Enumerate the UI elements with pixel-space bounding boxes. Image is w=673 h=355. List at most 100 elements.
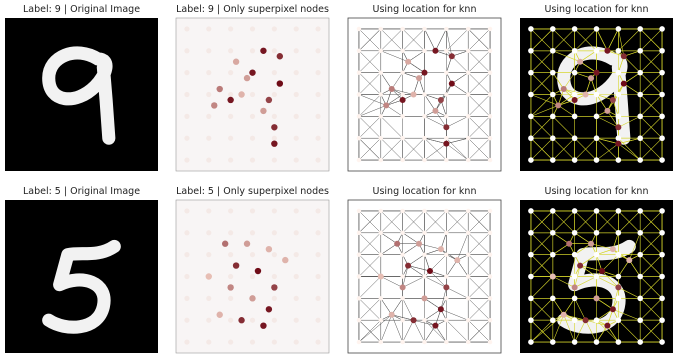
grid-node	[637, 252, 643, 258]
superpixel-node	[255, 268, 261, 274]
grid-node	[616, 230, 622, 236]
panel	[520, 18, 673, 171]
empty-node	[466, 274, 470, 278]
grid-node	[659, 252, 665, 258]
empty-node	[228, 274, 233, 279]
empty-node	[357, 318, 361, 322]
superpixel-node	[416, 75, 422, 81]
grid-node	[528, 274, 534, 280]
grid-node	[528, 296, 534, 302]
empty-node	[294, 208, 299, 213]
superpixel-node	[572, 97, 578, 103]
empty-node	[444, 114, 448, 118]
empty-node	[400, 209, 404, 213]
superpixel-node	[383, 102, 389, 108]
empty-node	[272, 92, 277, 97]
empty-node	[379, 114, 383, 118]
grid-node	[528, 339, 534, 345]
grid-node	[616, 296, 622, 302]
superpixel-node	[400, 97, 406, 103]
grid-node	[659, 274, 665, 280]
empty-node	[315, 208, 320, 213]
superpixel-node	[621, 81, 627, 87]
grid-node	[659, 296, 665, 302]
grid-node	[637, 157, 643, 163]
empty-node	[206, 48, 211, 53]
grid-node	[616, 317, 622, 323]
superpixel-node	[233, 262, 239, 268]
superpixel-node	[621, 53, 627, 59]
superpixel-node	[277, 80, 283, 86]
empty-node	[184, 26, 189, 31]
panel-title: Label: 9 | Original Image	[23, 4, 140, 15]
superpixel-node	[249, 295, 255, 301]
grid-node	[528, 26, 534, 32]
grid-node	[659, 135, 665, 141]
empty-node	[400, 70, 404, 74]
grid-node	[572, 230, 578, 236]
empty-node	[444, 209, 448, 213]
empty-node	[315, 92, 320, 97]
grid-node	[616, 339, 622, 345]
empty-node	[466, 49, 470, 53]
grid-node	[572, 157, 578, 163]
panel-title: Using location for knn	[545, 4, 649, 15]
grid-node	[572, 48, 578, 54]
empty-node	[184, 252, 189, 257]
empty-node	[206, 26, 211, 31]
grid-node	[528, 252, 534, 258]
grid-node	[528, 208, 534, 214]
superpixel-node	[266, 306, 272, 312]
superpixel-node	[588, 241, 594, 247]
empty-node	[206, 296, 211, 301]
superpixel-node	[217, 86, 223, 92]
empty-node	[488, 114, 492, 118]
empty-node	[444, 274, 448, 278]
superpixel-node	[566, 241, 572, 247]
panel-title: Using location for knn	[545, 186, 649, 197]
empty-node	[466, 209, 470, 213]
empty-node	[400, 92, 404, 96]
grid-node	[550, 296, 556, 302]
superpixel-node	[615, 124, 621, 130]
empty-node	[422, 158, 426, 162]
grid-node	[550, 135, 556, 141]
empty-node	[228, 208, 233, 213]
grid-node	[550, 208, 556, 214]
grid-node	[659, 70, 665, 76]
superpixel-node	[233, 59, 239, 65]
empty-node	[184, 274, 189, 279]
grid-node	[594, 208, 600, 214]
grid-node	[616, 92, 622, 98]
empty-node	[444, 27, 448, 31]
empty-node	[294, 48, 299, 53]
superpixel-node	[238, 91, 244, 97]
empty-node	[315, 252, 320, 257]
panel	[5, 200, 158, 353]
superpixel-node	[378, 274, 384, 280]
superpixel-node	[244, 241, 250, 247]
empty-node	[250, 252, 255, 257]
superpixel-node	[572, 284, 578, 290]
empty-node	[272, 339, 277, 344]
empty-node	[357, 70, 361, 74]
superpixel-node	[227, 284, 233, 290]
empty-node	[444, 296, 448, 300]
superpixel-node	[443, 141, 449, 147]
empty-node	[294, 114, 299, 119]
empty-node	[315, 157, 320, 162]
empty-node	[466, 340, 470, 344]
grid-node	[659, 317, 665, 323]
empty-node	[379, 318, 383, 322]
superpixel-node	[271, 284, 277, 290]
superpixel-node	[610, 97, 616, 103]
superpixel-node	[438, 246, 444, 252]
grid-node	[637, 296, 643, 302]
empty-node	[272, 26, 277, 31]
grid-node	[637, 230, 643, 236]
empty-node	[315, 136, 320, 141]
superpixel-node	[266, 97, 272, 103]
empty-node	[466, 70, 470, 74]
empty-node	[466, 27, 470, 31]
superpixel-node	[238, 317, 244, 323]
